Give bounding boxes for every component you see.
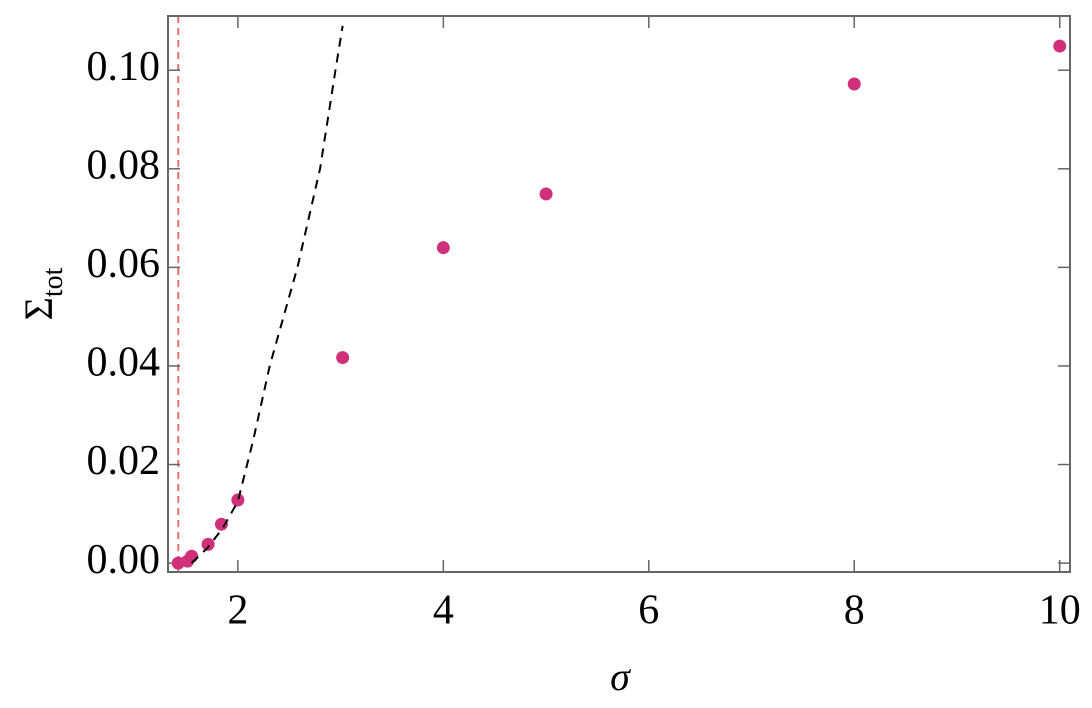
y-axis-label-group: Σtot [16,267,69,320]
y-axis-label: Σtot [16,267,69,320]
y-tick-label: 0.10 [87,44,161,90]
fit-curve [190,25,344,564]
data-point [214,517,228,531]
data-point [185,549,199,563]
y-axis-label-main: Σ [16,297,61,320]
y-tick-label: 0.04 [87,340,161,386]
data-point [1053,39,1067,53]
data-point [336,351,350,365]
x-tick-label: 10 [1039,588,1081,634]
data-point [201,537,215,551]
data-point [539,187,553,201]
y-tick-label: 0.08 [87,142,161,188]
x-tick-label: 8 [844,588,865,634]
x-tick-label: 4 [433,588,454,634]
data-point [847,77,861,91]
data-point [231,493,245,507]
y-axis-label-sub: tot [38,267,69,297]
y-tick-label: 0.00 [87,537,161,583]
y-tick-label: 0.02 [87,438,161,484]
x-axis-label: σ [610,654,631,699]
y-tick-label: 0.06 [87,241,161,287]
x-tick-label: 6 [638,588,659,634]
plot-frame [167,15,1071,573]
data-point [436,241,450,255]
x-tick-label: 2 [227,588,248,634]
